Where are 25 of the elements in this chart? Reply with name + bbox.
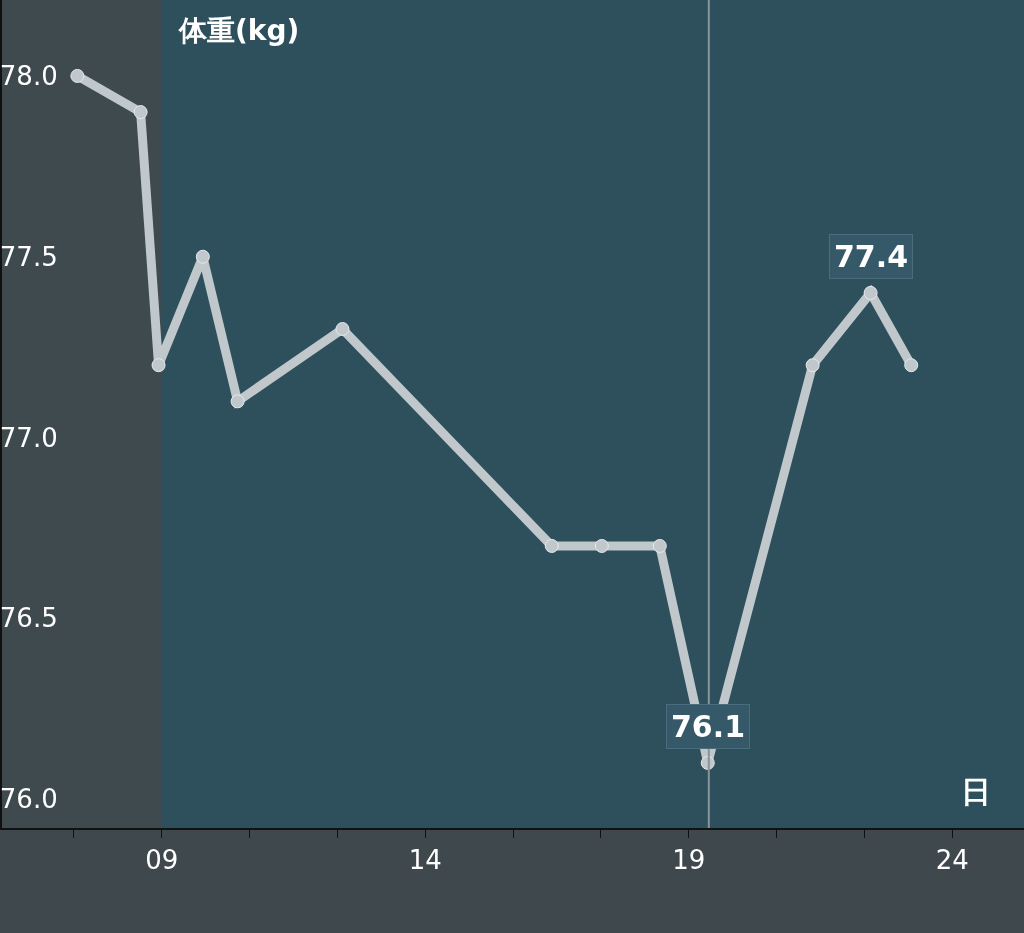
point [904,358,919,373]
point [805,358,820,373]
x-tick-label: 09 [145,845,179,876]
data-label: 76.1 [671,709,746,744]
y-tick-label: 76.0 [0,784,58,815]
point [195,249,210,264]
point [230,394,245,409]
y-axis-title: 体重(kg) [178,14,300,47]
point [133,105,148,120]
x-axis-title: 日 [961,774,991,809]
point [151,358,166,373]
point [335,322,350,337]
data-label: 77.4 [834,239,909,274]
y-tick-label: 77.5 [0,241,58,272]
point [863,285,878,300]
y-tick-label: 76.5 [0,603,58,634]
point [544,538,559,553]
point [594,538,609,553]
point [652,538,667,553]
y-tick-label: 77.0 [0,422,58,453]
x-tick-label: 24 [935,845,969,876]
y-tick-label: 78.0 [0,61,58,92]
point [70,68,85,83]
x-tick-label: 14 [408,845,442,876]
x-tick-label: 19 [672,845,706,876]
